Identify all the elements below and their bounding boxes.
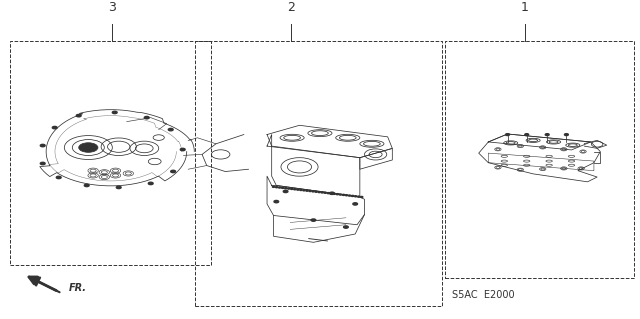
Circle shape [309,190,311,192]
Circle shape [333,193,335,194]
Circle shape [312,191,314,192]
Circle shape [564,134,568,136]
Circle shape [40,144,45,147]
Circle shape [355,196,356,197]
Circle shape [113,111,117,114]
Circle shape [294,189,296,190]
Circle shape [116,186,121,189]
Circle shape [344,226,348,228]
Circle shape [148,182,153,185]
Text: 1: 1 [521,1,529,14]
Circle shape [282,187,284,189]
Circle shape [273,186,275,187]
Circle shape [291,188,293,189]
Circle shape [303,190,305,191]
Circle shape [300,189,302,190]
Bar [10,41,211,265]
Circle shape [545,134,549,136]
Circle shape [327,193,330,194]
Circle shape [284,190,288,193]
Circle shape [358,196,360,197]
Circle shape [506,134,509,136]
Circle shape [76,115,81,117]
Circle shape [180,148,185,151]
Circle shape [315,191,317,192]
Circle shape [168,129,173,131]
Bar [195,41,442,306]
Circle shape [274,200,278,203]
Circle shape [330,193,332,194]
Circle shape [348,195,351,196]
Circle shape [84,184,89,187]
Circle shape [145,116,149,119]
Circle shape [324,192,326,193]
Circle shape [297,189,299,190]
Circle shape [278,187,281,188]
Circle shape [336,194,339,195]
Circle shape [171,170,175,173]
Circle shape [351,195,354,197]
Circle shape [79,143,98,152]
Text: 2: 2 [287,1,295,14]
Text: S5AC  E2000: S5AC E2000 [452,290,515,300]
Circle shape [318,191,320,193]
Circle shape [342,194,344,196]
Circle shape [275,187,278,188]
Circle shape [311,219,316,221]
Text: FR.: FR. [68,283,86,293]
Circle shape [287,188,290,189]
Circle shape [56,176,61,179]
Circle shape [285,188,287,189]
Circle shape [52,126,57,129]
Circle shape [306,190,308,191]
Text: 3: 3 [108,1,116,14]
Circle shape [525,134,529,136]
Circle shape [40,162,45,165]
Circle shape [346,195,348,196]
Circle shape [353,203,358,205]
Circle shape [330,192,334,195]
Circle shape [339,194,342,195]
Bar [445,41,634,278]
Circle shape [321,192,323,193]
